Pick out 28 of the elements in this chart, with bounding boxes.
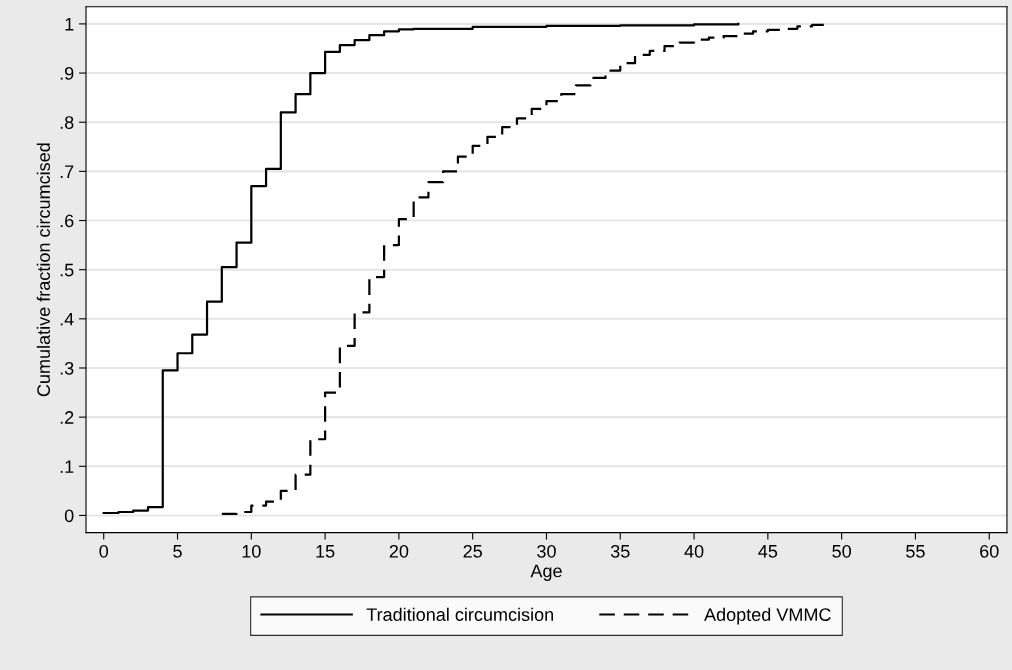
x-tick-label: 35	[610, 544, 630, 558]
x-tick-label: 25	[463, 544, 482, 558]
x-tick-label: 45	[758, 545, 778, 558]
x-axis-title: Age	[530, 564, 562, 581]
x-tick-label: 60	[980, 544, 999, 558]
x-tick-label: 50	[832, 544, 851, 558]
x-tick-label: 0	[99, 544, 109, 558]
legend-label: Adopted VMMC	[704, 607, 831, 625]
y-tick-label: .1	[60, 460, 74, 473]
legend-label: Traditional circumcision	[366, 607, 553, 621]
y-tick-label: .9	[60, 66, 74, 80]
x-tick-label: 20	[389, 544, 409, 558]
y-tick-label: .3	[60, 361, 74, 375]
y-tick-label: .6	[60, 214, 74, 228]
y-tick-label: .2	[60, 411, 74, 424]
x-tick-label: 30	[537, 544, 556, 558]
x-tick-label: 5	[173, 545, 182, 558]
y-tick-label: 1	[65, 18, 74, 31]
y-tick-label: .4	[60, 312, 74, 326]
x-tick-label: 10	[242, 544, 261, 558]
x-tick-label: 40	[684, 544, 704, 558]
y-tick-label: 0	[64, 509, 74, 523]
x-tick-label: 55	[906, 545, 925, 558]
y-tick-label: .8	[60, 116, 74, 129]
x-tick-label: 15	[316, 545, 335, 558]
y-tick-label: .7	[60, 165, 74, 178]
y-axis-title: Cumulative fraction circumcised	[36, 143, 51, 397]
y-tick-label: .5	[60, 263, 74, 277]
